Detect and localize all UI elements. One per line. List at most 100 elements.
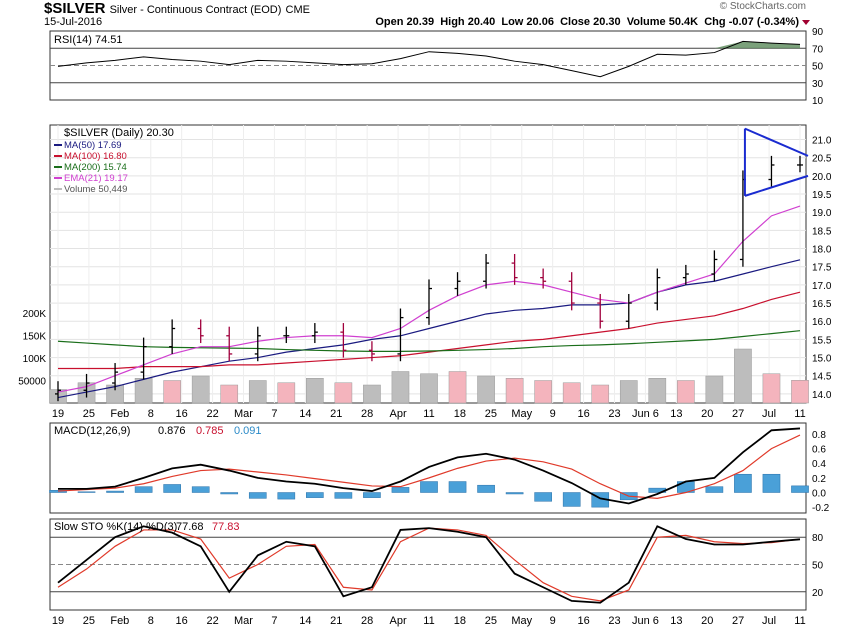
macd-tick-label: 0.8 (812, 430, 826, 441)
macd-histogram-bar (505, 492, 524, 495)
sto-x-tick: 11 (794, 615, 805, 627)
sto-k-value: 77.68 (176, 521, 204, 533)
rsi-overbought-fill (58, 41, 800, 49)
low-value: 20.06 (526, 16, 554, 28)
rsi-tick-label: 50 (812, 62, 824, 73)
macd-histogram-bar (562, 492, 581, 507)
legend-entry: MA(100) 16.80 (64, 151, 127, 162)
price-tick-label: 18.0 (812, 245, 832, 256)
low-label: Low (501, 16, 524, 28)
macd-histogram-bar (277, 492, 296, 500)
volume-bar (277, 382, 296, 404)
panel-frame-macd (49, 422, 807, 514)
sto-x-tick: 19 (52, 615, 64, 627)
price-tick-label: 18.5 (812, 226, 832, 237)
sto-x-tick: Jun 6 (632, 615, 659, 627)
panel-frame-price (49, 124, 807, 404)
legend-entry: EMA(21) 19.17 (64, 173, 128, 184)
macd-histogram-bar (391, 487, 410, 493)
sto-x-tick: 16 (577, 615, 589, 627)
sto-x-tick: 7 (271, 615, 277, 627)
price-tick-label: 20.5 (812, 154, 832, 165)
volume-tick-label: 150K (23, 332, 47, 343)
volume-bar (248, 380, 267, 404)
macd-histogram-bar (420, 481, 438, 493)
macd-histogram-bar (791, 485, 809, 493)
volume-bar (648, 378, 667, 404)
price-series-ma100 (58, 291, 801, 370)
price-x-tick: 14 (299, 408, 311, 420)
sto-x-tick: 14 (299, 615, 311, 627)
sto-x-tick: 23 (608, 615, 620, 627)
price-tick-label: 17.5 (812, 263, 832, 274)
volume-bar (191, 375, 210, 404)
volume-bar (391, 371, 410, 404)
price-tick-label: 17.0 (812, 281, 832, 292)
macd-histogram-bar (220, 492, 239, 495)
volume-bar (505, 378, 524, 404)
macd-tick-label: 0.2 (812, 474, 826, 485)
volume-bar (448, 371, 467, 404)
price-tick-label: 16.0 (812, 317, 832, 328)
macd-histogram-bar (477, 484, 495, 493)
high-label: High (440, 16, 465, 28)
sto-x-tick: 18 (454, 615, 466, 627)
price-x-tick: Mar (234, 408, 253, 420)
close-label: Close (560, 16, 591, 28)
chart-date: 15-Jul-2016 (44, 16, 103, 28)
volume-bar (677, 380, 695, 404)
macd-tick-label: 0.6 (812, 445, 826, 456)
price-tick-label: 14.0 (812, 390, 832, 401)
price-x-tick: 21 (330, 408, 342, 420)
macd-signal-value: 0.785 (196, 425, 224, 437)
price-x-tick: 11 (423, 408, 434, 420)
price-x-tick: 9 (550, 408, 556, 420)
price-x-tick: 18 (454, 408, 466, 420)
price-tick-label: 14.5 (812, 372, 832, 383)
macd-tick-label: -0.2 (812, 503, 830, 514)
price-x-tick: 22 (206, 408, 218, 420)
price-tick-label: 16.5 (812, 299, 832, 310)
price-x-tick: 13 (670, 408, 682, 420)
macd-histogram-bar (448, 481, 467, 493)
sto-k-line (57, 525, 801, 604)
price-x-tick: 25 (83, 408, 95, 420)
volume-value: 50.4K (668, 16, 699, 28)
sto-x-tick: 20 (701, 615, 713, 627)
volume-bar (134, 378, 153, 404)
price-x-tick: 20 (701, 408, 713, 420)
macd-histogram-bar (334, 492, 353, 499)
sto-x-tick: May (511, 615, 532, 627)
sto-x-tick: Mar (234, 615, 253, 627)
brand-label: © StockCharts.com (719, 1, 806, 12)
macd-histogram-bar (191, 486, 210, 493)
legend-entry: Volume 50,449 (64, 184, 127, 195)
ohlc-summary: Open 20.39 High 20.40 Low 20.06 Close 20… (375, 16, 810, 28)
price-x-tick: 23 (608, 408, 620, 420)
macd-histogram-bar (762, 473, 781, 493)
triangle-lower-line (744, 174, 809, 197)
open-label: Open (375, 16, 404, 28)
price-x-tick: Apr (390, 408, 407, 420)
rsi-tick-label: 90 (812, 27, 824, 38)
price-x-tick: 8 (148, 408, 154, 420)
price-tick-label: 19.5 (812, 190, 832, 201)
macd-histogram-bar (248, 492, 267, 499)
macd-histogram-bar (363, 492, 381, 498)
sto-x-tick: 22 (206, 615, 218, 627)
price-x-tick: Jul (762, 408, 776, 420)
price-tick-label: 21.0 (812, 136, 832, 147)
price-x-tick: 28 (361, 408, 373, 420)
macd-histogram-bar (77, 491, 96, 493)
price-x-tick: 19 (52, 408, 64, 420)
price-x-tick: Feb (110, 408, 129, 420)
rsi-tick-label: 30 (812, 79, 824, 90)
volume-bar (477, 375, 495, 404)
price-tick-label: 19.0 (812, 208, 832, 219)
macd-histogram-bar (106, 490, 124, 493)
macd-signal-line (57, 434, 801, 499)
sto-x-tick: Jul (762, 615, 776, 627)
price-x-tick: Jun 6 (632, 408, 659, 420)
open-value: 20.39 (406, 16, 435, 28)
